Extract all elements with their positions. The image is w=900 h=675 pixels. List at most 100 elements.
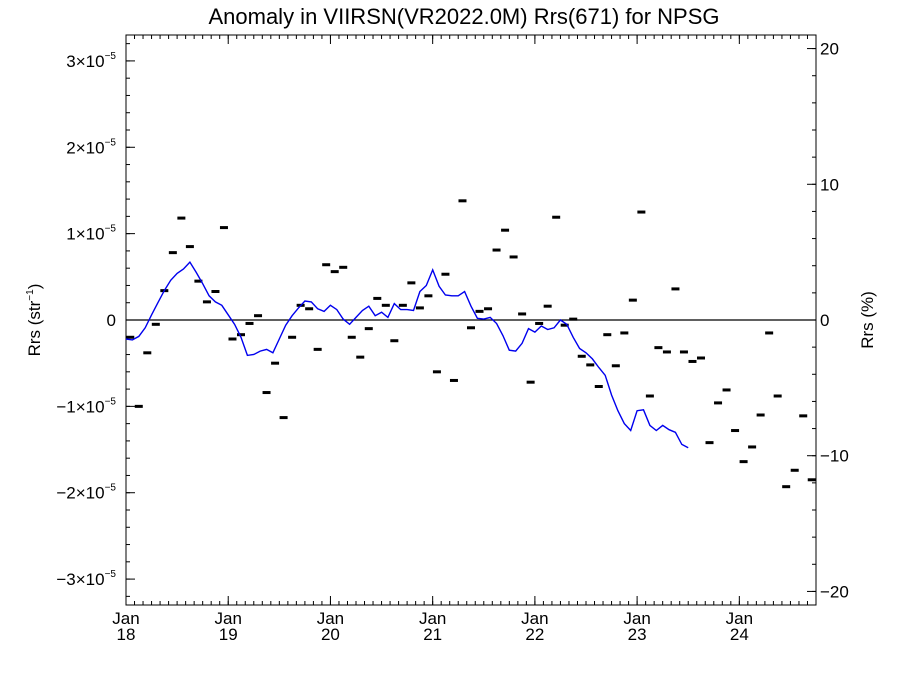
anomaly-point (620, 331, 629, 335)
anomaly-point (645, 394, 654, 398)
anomaly-point (356, 355, 365, 359)
axis-ticks (125, 35, 817, 605)
anomaly-point (475, 309, 484, 313)
left-tick-mantissa: −2×10 (56, 484, 104, 503)
anomaly-point (722, 388, 731, 392)
anomaly-point (177, 216, 186, 220)
anomaly-point (228, 337, 237, 341)
anomaly-point (458, 199, 467, 203)
anomaly-point (398, 303, 407, 307)
anomaly-point (773, 394, 782, 398)
anomaly-point (535, 321, 544, 325)
anomaly-point (560, 323, 569, 327)
anomaly-point (134, 404, 143, 408)
anomaly-point (407, 281, 416, 285)
y-axis-label-right: Rrs (%) (858, 291, 877, 349)
anomaly-point (526, 380, 535, 384)
left-tick-label: −1×10−5 (56, 396, 116, 416)
x-tick-month: Jan (521, 609, 548, 628)
monthly-anomaly-points (126, 199, 816, 489)
left-tick-exponent: −5 (105, 483, 117, 494)
anomaly-point (492, 248, 501, 252)
left-axis-tick-labels: 3×10−52×10−51×10−50−1×10−5−2×10−5−3×10−5 (56, 51, 116, 589)
anomaly-point (552, 215, 561, 219)
anomaly-point (509, 255, 518, 259)
anomaly-point (603, 333, 612, 337)
right-tick-label: 20 (820, 40, 839, 59)
anomaly-point (799, 414, 808, 418)
anomaly-point (739, 460, 748, 464)
anomaly-point (390, 339, 399, 343)
anomaly-point (202, 300, 211, 304)
anomaly-point (569, 317, 578, 321)
left-tick-exponent: −5 (105, 224, 117, 235)
left-tick-mantissa: 0 (107, 311, 116, 330)
anomaly-point (151, 322, 160, 326)
y-axis-label-left: Rrs (str−1) (25, 284, 44, 357)
x-tick-year: 19 (219, 625, 238, 644)
anomaly-point (662, 350, 671, 354)
left-tick-mantissa: −3×10 (56, 570, 104, 589)
anomaly-point (279, 416, 288, 420)
anomaly-point (254, 314, 263, 318)
anomaly-point (671, 287, 680, 291)
left-tick-exponent: −5 (105, 396, 117, 407)
left-tick-mantissa: 3×10 (66, 52, 104, 71)
anomaly-point (424, 294, 433, 298)
anomaly-point (543, 304, 552, 308)
right-tick-label: −10 (820, 447, 849, 466)
right-tick-label: −20 (820, 582, 849, 601)
x-tick-year: 21 (423, 625, 442, 644)
left-tick-exponent: −5 (105, 569, 117, 580)
anomaly-point (381, 303, 390, 307)
left-tick-mantissa: −1×10 (56, 397, 104, 416)
anomaly-point (168, 251, 177, 255)
anomaly-point (594, 385, 603, 388)
left-tick-label: 1×10−5 (66, 224, 116, 244)
chart-title: Anomaly in VIIRSN(VR2022.0M) Rrs(671) fo… (208, 4, 719, 29)
anomaly-point (194, 279, 203, 283)
left-tick-label: −3×10−5 (56, 569, 116, 589)
left-tick-label: 3×10−5 (66, 51, 116, 71)
anomaly-point (467, 326, 475, 330)
anomaly-point (628, 298, 637, 302)
left-tick-mantissa: 2×10 (66, 138, 104, 157)
x-tick-month: Jan (623, 609, 650, 628)
anomaly-point (271, 361, 280, 365)
right-axis-tick-labels: 20 10 0 −10 −20 (820, 40, 849, 602)
anomaly-point (714, 401, 723, 405)
right-tick-label: 0 (820, 311, 829, 330)
anomaly-point (143, 351, 152, 355)
anomaly-point (577, 354, 586, 358)
anomaly-point (731, 429, 740, 433)
anomaly-point (765, 331, 774, 335)
x-tick-month: Jan (317, 609, 344, 628)
anomaly-point (637, 210, 646, 214)
anomaly-point (748, 445, 757, 449)
anomaly-point (679, 350, 688, 354)
anomaly-point (756, 413, 765, 417)
anomaly-point (185, 245, 194, 249)
x-tick-year: 23 (628, 625, 647, 644)
x-tick-month: Jan (419, 609, 446, 628)
anomaly-point (262, 391, 271, 395)
anomaly-point (688, 359, 697, 363)
x-tick-year: 18 (117, 625, 136, 644)
x-tick-year: 20 (321, 625, 340, 644)
anomaly-point (237, 333, 245, 337)
anomaly-point (322, 263, 331, 267)
anomaly-point (697, 356, 705, 360)
anomaly-point (501, 228, 510, 232)
anomaly-point (518, 312, 527, 316)
left-tick-exponent: −5 (105, 51, 117, 62)
x-tick-month: Jan (112, 609, 139, 628)
x-tick-year: 22 (525, 625, 544, 644)
x-tick-year: 24 (730, 625, 749, 644)
anomaly-point (126, 335, 135, 339)
anomaly-point (441, 272, 450, 276)
anomaly-point (586, 363, 595, 367)
left-tick-exponent: −5 (105, 137, 117, 148)
left-tick-label: 0 (107, 311, 116, 330)
anomaly-point (211, 290, 220, 293)
